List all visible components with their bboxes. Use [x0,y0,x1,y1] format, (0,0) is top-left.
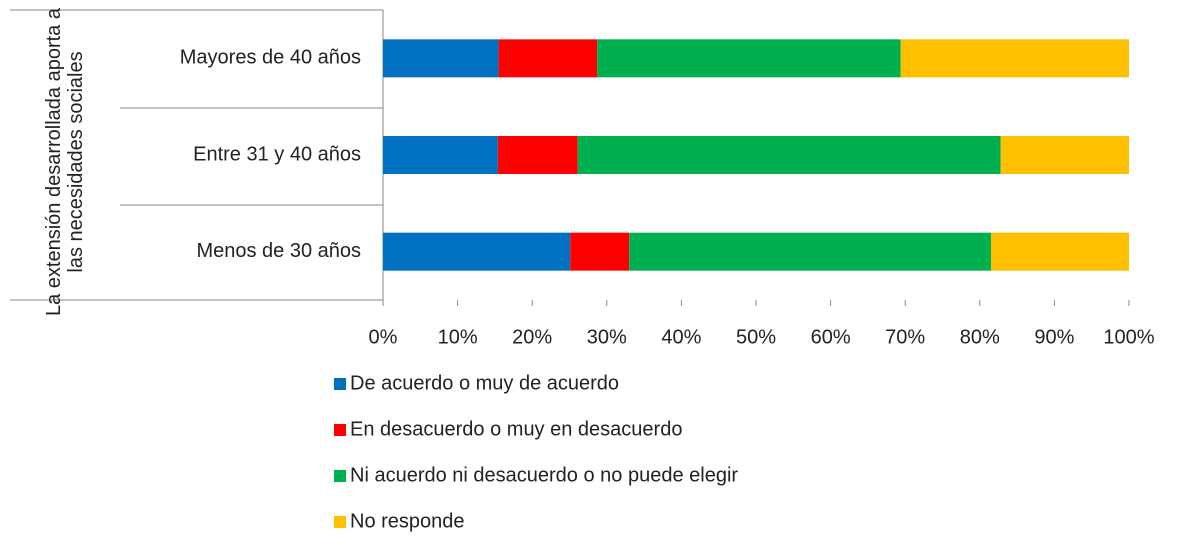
legend-label: En desacuerdo o muy en desacuerdo [350,418,682,440]
bar-segment [383,39,499,78]
y-tick-label: Entre 31 y 40 años [193,143,361,165]
bar-segment [383,232,571,271]
bar-segment [1000,136,1129,174]
x-tick-label: 50% [736,326,776,348]
bar-segment [597,39,901,78]
x-tick-label: 100% [1103,326,1154,348]
y-tick-label: Mayores de 40 años [180,47,361,69]
legend-swatch [334,470,346,482]
bar-segment [497,136,578,174]
y-axis-label: La extensión desarrollada aporta a las n… [43,8,87,316]
bar-segment [577,136,1001,174]
x-tick-label: 0% [369,326,398,348]
bar-segment [629,232,991,271]
x-tick-label: 30% [587,326,627,348]
x-tick-label: 20% [512,326,552,348]
x-tick-label: 90% [1034,326,1074,348]
bar-segment [570,232,630,271]
x-tick-label: 10% [438,326,478,348]
bar-segment [990,232,1129,271]
legend-swatch [334,516,346,528]
x-tick-label: 80% [960,326,1000,348]
bar-segment [383,136,498,174]
legend-swatch [334,378,346,390]
legend-label: No responde [350,510,465,532]
x-tick-label: 40% [661,326,701,348]
legend-label: De acuerdo o muy de acuerdo [350,372,619,394]
x-tick-label: 70% [885,326,925,348]
y-tick-label: Menos de 30 años [196,240,361,262]
bar-segment [900,39,1129,78]
legend-label: Ni acuerdo ni desacuerdo o no puede eleg… [350,464,738,486]
bar-segment [498,39,598,78]
legend-swatch [334,424,346,436]
x-tick-label: 60% [811,326,851,348]
